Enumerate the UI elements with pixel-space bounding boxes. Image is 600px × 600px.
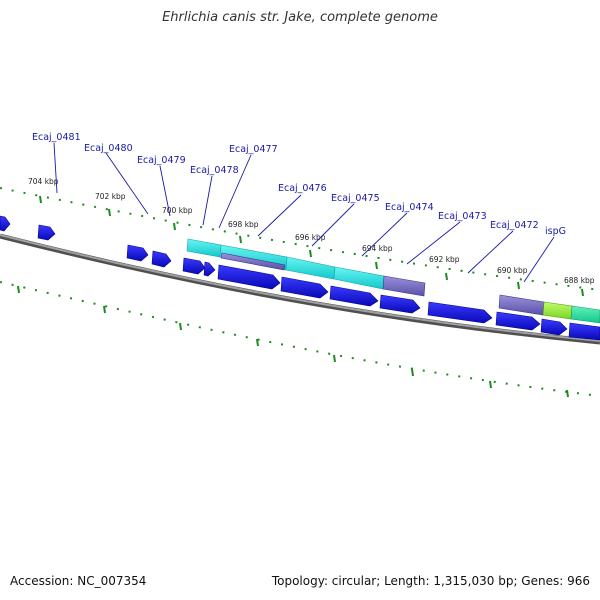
cds-arrow	[203, 261, 216, 277]
map-title: Ehrlichia canis str. Jake, complete geno…	[162, 10, 438, 25]
cds-arrow	[568, 322, 600, 341]
gene-label-ecaj-0477: Ecaj_0477	[229, 144, 278, 155]
cds-arrow	[182, 257, 206, 275]
cds-arrow	[280, 276, 329, 299]
kbp-label-704: 704 kbp	[28, 177, 59, 186]
kbp-label-700: 700 kbp	[162, 206, 193, 215]
cds-arrow	[151, 250, 172, 268]
kbp-label-696: 696 kbp	[295, 233, 326, 242]
feature-purple-inner	[220, 252, 286, 271]
gene-label-ecaj-0474: Ecaj_0474	[385, 202, 434, 213]
feature-track	[186, 238, 600, 324]
cds-arrow	[0, 215, 11, 232]
feature-green	[542, 301, 573, 320]
gene-label-ecaj-0478: Ecaj_0478	[190, 165, 239, 176]
feature-purple-2	[498, 294, 545, 316]
feature-cyan-4	[333, 266, 385, 290]
cds-arrow	[329, 285, 379, 307]
gene-label-ecaj-0481: Ecaj_0481	[32, 132, 81, 143]
feature-cyan-3	[285, 256, 336, 280]
feature-cyan-1	[186, 238, 222, 258]
kbp-labels: 704 kbp 702 kbp 700 kbp 698 kbp 696 kbp …	[28, 177, 595, 285]
cds-arrow	[540, 318, 568, 336]
cds-arrow	[217, 264, 281, 290]
kbp-label-694: 694 kbp	[362, 244, 393, 253]
gene-label-ecaj-0479: Ecaj_0479	[137, 155, 186, 166]
kbp-label-692: 692 kbp	[429, 255, 460, 264]
outer-tick-track	[0, 187, 600, 291]
genome-stats-label: Topology: circular; Length: 1,315,030 bp…	[271, 574, 590, 588]
gene-label-ecaj-0472: Ecaj_0472	[490, 220, 539, 231]
kbp-label-690: 690 kbp	[497, 266, 528, 275]
gene-label-ispg: ispG	[545, 226, 566, 237]
kbp-label-702: 702 kbp	[95, 192, 126, 201]
gene-label-ecaj-0480: Ecaj_0480	[84, 143, 133, 154]
gene-label-ecaj-0473: Ecaj_0473	[438, 211, 487, 222]
accession-label: Accession: NC_007354	[10, 574, 147, 588]
gene-label-ecaj-0476: Ecaj_0476	[278, 183, 327, 194]
cds-arrows	[0, 215, 600, 341]
cds-arrow	[495, 311, 541, 331]
cds-arrow	[379, 294, 421, 314]
feature-teal	[570, 305, 600, 324]
genome-backbone	[0, 233, 600, 345]
gene-label-ecaj-0475: Ecaj_0475	[331, 193, 380, 204]
cds-arrow	[427, 301, 493, 324]
gene-labels: Ecaj_0481 Ecaj_0480 Ecaj_0479 Ecaj_0478 …	[32, 132, 566, 237]
inner-major-ticks	[17, 285, 569, 398]
cds-arrow	[126, 244, 149, 262]
cds-arrow	[37, 224, 56, 241]
label-leader-lines	[53, 142, 555, 283]
kbp-label-688: 688 kbp	[564, 276, 595, 285]
kbp-label-698: 698 kbp	[228, 220, 259, 229]
feature-purple-1	[382, 275, 426, 297]
outer-major-ticks	[39, 195, 584, 297]
